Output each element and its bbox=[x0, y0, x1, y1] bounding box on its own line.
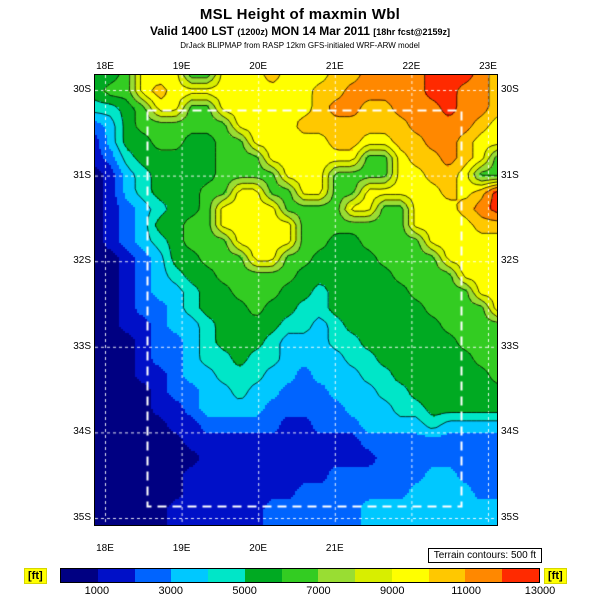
lat-label-right: 33S bbox=[501, 340, 519, 352]
colorbar-tick-label: 11000 bbox=[451, 585, 482, 597]
contour-map-canvas bbox=[95, 75, 497, 525]
colorbar-segment bbox=[391, 569, 429, 582]
colorbar-unit-right: [ft] bbox=[544, 568, 567, 584]
lat-label-left: 31S bbox=[73, 169, 91, 181]
lat-label-left: 34S bbox=[73, 426, 91, 438]
map-frame bbox=[94, 74, 498, 526]
lon-label-bottom: 19E bbox=[172, 543, 191, 554]
valid-date: MON 14 Mar 2011 bbox=[271, 24, 370, 38]
colorbar-segment bbox=[61, 569, 98, 582]
lat-label-right: 34S bbox=[501, 426, 519, 438]
colorbar-segment bbox=[355, 569, 392, 582]
lon-label-top: 20E bbox=[249, 61, 268, 72]
lat-label-left: 30S bbox=[73, 84, 91, 95]
lat-label-left: 32S bbox=[73, 255, 91, 267]
lat-label-right: 31S bbox=[501, 169, 519, 181]
valid-prefix: Valid 1400 LST bbox=[149, 24, 234, 38]
lat-label-left: 33S bbox=[73, 340, 91, 352]
colorbar-segment bbox=[428, 569, 466, 582]
valid-zulu: (1200z) bbox=[237, 27, 268, 37]
lat-label-right: 30S bbox=[501, 84, 519, 95]
valid-time-line: Valid 1400 LST (1200z) MON 14 Mar 2011 [… bbox=[0, 24, 600, 38]
terrain-contours-note: Terrain contours: 500 ft bbox=[427, 548, 542, 563]
lon-label-top: 21E bbox=[325, 61, 344, 72]
colorbar-segment bbox=[318, 569, 356, 582]
colorbar-segment bbox=[281, 569, 319, 582]
colorbar-tick-label: 9000 bbox=[380, 585, 405, 597]
page-title: MSL Height of maxmin Wbl bbox=[199, 6, 401, 23]
valid-fcst: [18hr fcst@2159z] bbox=[373, 27, 451, 37]
lon-label-top: 19E bbox=[172, 61, 191, 72]
colorbar-segment bbox=[502, 569, 539, 582]
colorbar-unit-left: [ft] bbox=[24, 568, 47, 584]
colorbar-tick-label: 1000 bbox=[84, 585, 110, 597]
lon-label-bottom: 21E bbox=[325, 543, 344, 554]
colorbar-segment bbox=[244, 569, 282, 582]
model-credit-line: DrJack BLIPMAP from RASP 12km GFS-initia… bbox=[180, 41, 420, 50]
lat-label-right: 32S bbox=[501, 255, 519, 267]
lon-label-top: 18E bbox=[96, 61, 114, 72]
colorbar-segment bbox=[465, 569, 503, 582]
colorbar-tick-label: 5000 bbox=[232, 585, 257, 597]
lon-label-bottom: 18E bbox=[96, 543, 114, 554]
lat-label-left: 35S bbox=[73, 512, 91, 523]
colorbar-segment bbox=[134, 569, 172, 582]
colorbar-tick-label: 3000 bbox=[158, 585, 183, 597]
lat-label-right: 35S bbox=[501, 512, 519, 523]
lon-label-top: 22E bbox=[402, 61, 421, 72]
colorbar-segment bbox=[171, 569, 209, 582]
colorbar-tick-label: 13000 bbox=[524, 585, 556, 597]
lon-label-top: 23E bbox=[479, 61, 497, 72]
colorbar bbox=[60, 568, 540, 583]
lon-label-bottom: 20E bbox=[249, 543, 268, 554]
colorbar-tick-label: 7000 bbox=[306, 585, 331, 597]
colorbar-segment bbox=[208, 569, 245, 582]
colorbar-segment bbox=[97, 569, 135, 582]
